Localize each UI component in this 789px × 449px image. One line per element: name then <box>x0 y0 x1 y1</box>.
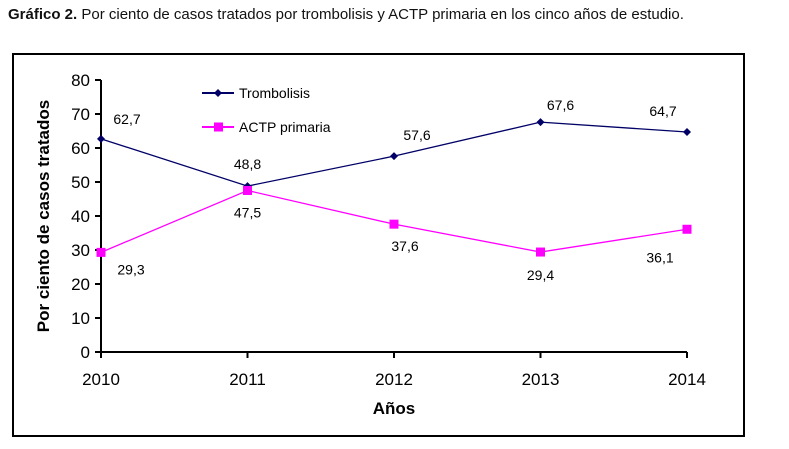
chart-frame <box>12 53 745 437</box>
data-label: 29,3 <box>117 261 144 277</box>
legend-marker-square <box>214 122 223 132</box>
data-point-square <box>682 224 692 234</box>
data-point-square <box>96 247 106 257</box>
legend-label: Trombolisis <box>239 85 310 101</box>
legend: Trombolisis ACTP primaria <box>202 85 331 135</box>
x-axis-title: Años <box>373 399 416 418</box>
y-tick-label: 70 <box>71 105 90 124</box>
x-tick-label: 2014 <box>668 370 706 389</box>
x-tick-label: 2011 <box>229 370 266 389</box>
y-tick-label: 40 <box>71 207 90 226</box>
data-label: 67,6 <box>547 97 574 113</box>
data-label: 29,4 <box>527 267 554 283</box>
x-tick-label: 2012 <box>375 370 413 389</box>
data-point-diamond <box>536 118 545 127</box>
x-tick-label: 2010 <box>82 370 120 389</box>
data-point-diamond <box>683 128 691 137</box>
data-point-diamond <box>390 152 398 161</box>
legend-marker-diamond <box>214 89 222 97</box>
data-point-square <box>536 247 545 257</box>
y-axis-title: Por ciento de casos tratados <box>34 100 53 332</box>
data-label: 62,7 <box>113 111 140 127</box>
caption-text: Por ciento de casos tratados por trombol… <box>77 6 684 23</box>
data-label: 47,5 <box>234 205 261 221</box>
axes <box>100 80 687 353</box>
data-labels: 62,7 48,8 57,6 67,6 64,7 29,3 47,5 37,6 29,4 36,1 <box>113 97 676 283</box>
series-group <box>96 118 692 257</box>
y-tick-label: 10 <box>71 309 90 328</box>
caption-prefix: Gráfico 2. <box>8 6 78 23</box>
data-point-diamond <box>97 134 105 143</box>
x-tick-label: 2013 <box>522 370 560 389</box>
data-point-square <box>389 219 399 229</box>
legend-label: ACTP primaria <box>239 119 331 135</box>
y-tick-label: 60 <box>71 139 90 158</box>
data-label: 57,6 <box>403 127 430 143</box>
data-label: 37,6 <box>391 238 418 254</box>
y-tick-label: 0 <box>81 343 90 362</box>
data-label: 36,1 <box>646 249 673 265</box>
chart-caption: Gráfico 2. Por ciento de casos tratados … <box>8 6 684 23</box>
y-axis-ticks: 0 10 20 30 40 50 60 70 80 <box>71 71 101 362</box>
y-tick-label: 80 <box>71 71 90 90</box>
data-label: 48,8 <box>234 156 261 172</box>
data-point-square <box>243 186 252 195</box>
y-tick-label: 50 <box>71 173 90 192</box>
x-axis-ticks: 2010 2011 2012 2013 2014 <box>82 352 706 389</box>
y-tick-label: 20 <box>71 275 90 294</box>
data-label: 64,7 <box>649 103 676 119</box>
y-tick-label: 30 <box>71 241 90 260</box>
